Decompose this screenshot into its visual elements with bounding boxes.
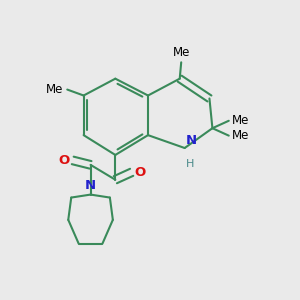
Text: H: H xyxy=(186,159,194,169)
Text: O: O xyxy=(135,166,146,179)
Text: Me: Me xyxy=(172,46,190,59)
Text: N: N xyxy=(186,134,197,146)
Text: Me: Me xyxy=(232,114,250,127)
Text: Me: Me xyxy=(46,83,64,96)
Text: Me: Me xyxy=(232,129,250,142)
Text: N: N xyxy=(85,178,96,192)
Text: O: O xyxy=(58,154,70,167)
